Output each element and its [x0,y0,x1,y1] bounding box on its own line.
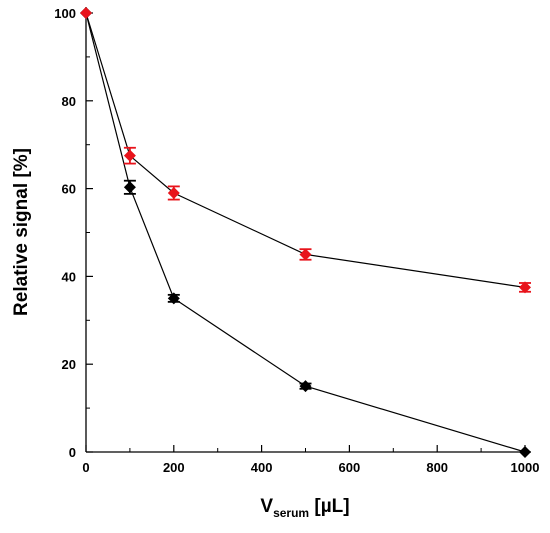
x-tick-label: 600 [339,460,361,475]
x-tick-label: 800 [426,460,448,475]
x-tick-label: 200 [163,460,185,475]
y-tick-label: 40 [62,269,76,284]
plot-area [80,7,531,458]
series-1 [80,7,531,458]
data-point [299,380,312,393]
x-tick-label: 1000 [511,460,540,475]
x-axis-title: Vserum [µL] [260,496,349,520]
data-point [167,186,180,199]
y-tick-label: 100 [54,6,76,21]
data-point [123,149,136,162]
data-point [519,446,531,458]
x-tick-label: 400 [251,460,273,475]
x-tick-label: 0 [82,460,89,475]
data-point [519,281,531,294]
y-tick-label: 0 [69,445,76,460]
data-point [80,7,92,19]
y-tick-label: 20 [62,357,76,372]
data-point [299,248,312,261]
y-tick-label: 60 [62,182,76,197]
x-axis-title-unit: [µL] [309,496,350,517]
y-axis-title: Relative signal [%] [11,148,32,316]
data-point [123,181,136,194]
ticks: 0 200 400 600 800 1000 0 20 40 60 80 100 [54,6,539,475]
x-axis-title-subscript: serum [273,506,309,520]
data-point [167,292,180,305]
series-line [85,12,526,288]
axes [85,7,531,453]
x-axis-title-main: V [260,496,273,517]
series-2 [80,7,531,294]
y-tick-label: 80 [62,94,76,109]
